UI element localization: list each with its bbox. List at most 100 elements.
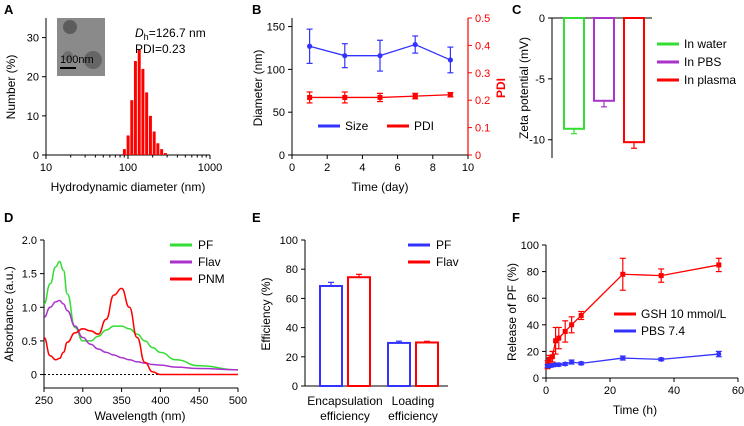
b-ytick-label: 100 <box>267 64 285 76</box>
f-x-label: Time (h) <box>613 403 657 417</box>
b-point-pdi-2 <box>377 94 383 100</box>
panel-label-a: A <box>4 2 14 17</box>
e-category-label-0: Encapsulation <box>307 394 382 408</box>
f-point-0-6 <box>569 322 575 328</box>
e-ytick-label: 20 <box>286 352 298 364</box>
b-xtick-label: 4 <box>359 162 365 174</box>
a-ytick-label: 20 <box>27 72 39 84</box>
panel-label-e: E <box>252 210 261 225</box>
a-xtick-label: 100 <box>119 162 137 174</box>
a-inset-particle <box>63 20 77 34</box>
e-ytick-label: 60 <box>286 293 298 305</box>
e-bar-pf-0 <box>319 284 343 387</box>
panel-label-f: F <box>512 210 520 225</box>
f-xtick-label: 20 <box>604 385 616 397</box>
b-y2tick-label: 0.2 <box>475 95 490 107</box>
b-point-pdi-3 <box>412 93 418 99</box>
panel-label-d: D <box>4 210 13 225</box>
b-ytick-label: 50 <box>273 107 285 119</box>
panel-label-c: C <box>512 2 522 17</box>
d-x-label: Wavelength (nm) <box>95 409 186 423</box>
c-legend-label-0: In water <box>684 37 727 51</box>
b-point-pdi-1 <box>342 94 348 100</box>
e-legend-label-0: PF <box>436 238 451 252</box>
c-ytick-label: 0 <box>539 13 545 25</box>
d-xtick-label: 500 <box>229 395 247 407</box>
b-y-label: Diameter (nm) <box>251 50 265 127</box>
a-xtick-label: 10 <box>40 162 52 174</box>
b-y2-label: PDI <box>494 78 508 98</box>
d-ytick-label: 1.0 <box>22 302 37 314</box>
f-point-0-10 <box>716 262 722 268</box>
b-legend-pdi-label: PDI <box>414 119 434 133</box>
f-point-1-9 <box>658 356 664 362</box>
b-point-pdi-4 <box>447 92 453 98</box>
c-ytick-label: -10 <box>529 135 545 147</box>
d-xtick-label: 450 <box>190 395 208 407</box>
a-dh-annotation: Dh=126.7 nm <box>135 26 206 42</box>
b-xtick-label: 6 <box>395 162 401 174</box>
d-legend-label-2: PNM <box>198 272 225 286</box>
c-legend-label-1: In PBS <box>684 55 721 69</box>
d-spectrum-flav <box>43 299 239 371</box>
d-legend-label-1: Flav <box>198 255 221 269</box>
d-legend-label-0: PF <box>198 238 213 252</box>
panel-label-b: B <box>252 2 261 17</box>
a-inset-scale-label: 100nm <box>60 54 94 66</box>
a-hist-bar-6 <box>145 92 149 155</box>
a-hist-bar-7 <box>148 115 152 155</box>
c-bar-1 <box>593 17 615 102</box>
f-point-0-1 <box>546 356 552 362</box>
b-legend-size-label: Size <box>345 119 369 133</box>
e-ytick-label: 0 <box>292 381 298 393</box>
b-ytick-label: 150 <box>267 22 285 34</box>
a-hist-bar-1 <box>126 135 130 155</box>
a-hist-bar-9 <box>156 143 160 155</box>
f-point-1-4 <box>556 362 562 368</box>
b-ytick-label: 0 <box>279 150 285 162</box>
b-point-size-3 <box>412 41 418 48</box>
d-xtick-label: 250 <box>35 395 53 407</box>
f-y-label: Release of PF (%) <box>505 263 519 361</box>
f-xtick-label: 60 <box>732 385 744 397</box>
e-category-label-0: efficiency <box>320 409 370 423</box>
d-spectrum-pnm <box>43 287 238 376</box>
b-xtick-label: 2 <box>324 162 330 174</box>
e-ytick-label: 40 <box>286 323 298 335</box>
a-hist-bar-3 <box>133 61 137 155</box>
f-point-1-6 <box>569 359 575 365</box>
b-y2tick-label: 0.5 <box>475 13 490 25</box>
c-bar-2 <box>623 17 645 144</box>
b-point-size-0 <box>307 43 313 49</box>
a-hist-bar-11 <box>163 153 167 155</box>
a-ytick-label: 10 <box>27 111 39 123</box>
f-ytick-label: 20 <box>527 346 539 358</box>
d-ytick-label: 2.0 <box>22 235 37 247</box>
f-ytick-label: 40 <box>527 320 539 332</box>
f-point-0-7 <box>578 312 584 318</box>
b-xtick-label: 10 <box>462 162 474 174</box>
a-xtick-label: 1000 <box>198 162 222 174</box>
f-point-1-10 <box>716 351 722 357</box>
b-y2tick-label: 0 <box>475 150 481 162</box>
e-ytick-label: 100 <box>280 235 298 247</box>
d-y-label: Absorbance (a.u.) <box>2 266 16 361</box>
e-ytick-label: 80 <box>286 264 298 276</box>
f-ytick-label: 100 <box>521 240 539 252</box>
f-point-1-5 <box>562 361 568 367</box>
e-y-label: Efficiency (%) <box>259 277 273 350</box>
b-point-size-4 <box>447 57 453 63</box>
a-ytick-label: 30 <box>27 33 39 45</box>
f-point-0-5 <box>562 328 568 334</box>
b-point-size-1 <box>342 53 348 59</box>
a-hist-bar-8 <box>152 131 156 155</box>
c-bar-0 <box>563 17 585 130</box>
a-hist-bar-5 <box>141 68 145 155</box>
b-y2tick-label: 0.4 <box>475 40 490 52</box>
a-inset-particle <box>84 51 102 69</box>
a-hist-bar-2 <box>130 100 134 155</box>
f-point-1-8 <box>620 355 626 361</box>
f-ytick-label: 60 <box>527 293 539 305</box>
f-ytick-label: 80 <box>527 267 539 279</box>
